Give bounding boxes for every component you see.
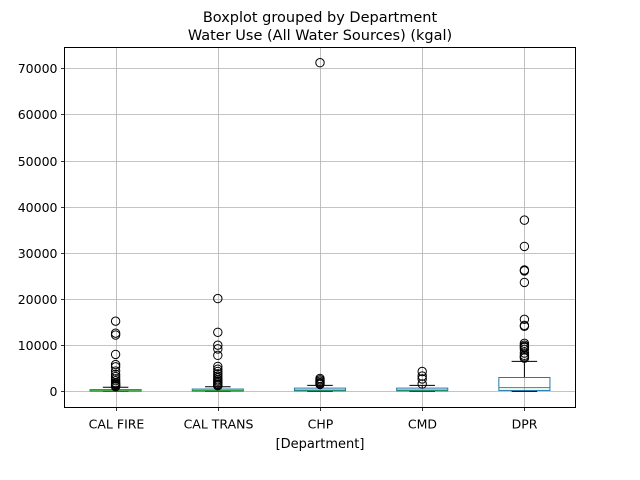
y-tick-label: 30000: [18, 246, 58, 261]
y-tick-label: 0: [50, 384, 58, 399]
tick-layer: 0 10000 20000 30000 40000 50000 60000 70000 CAL …: [18, 61, 538, 432]
outlier-point: [519, 314, 530, 325]
outlier-point: [110, 330, 121, 340]
x-tick-label: CHP: [308, 417, 334, 432]
outlier-point: [213, 381, 223, 391]
outlier-point: [110, 349, 121, 360]
plot-frame: [64, 47, 576, 408]
outlier-point: [417, 366, 427, 377]
outlier-point: [519, 353, 530, 363]
outlier-point: [519, 241, 530, 252]
x-tick-label: CMD: [408, 417, 437, 432]
chart-title: Boxplot grouped by Department: [203, 10, 438, 26]
outlier-point: [110, 382, 121, 392]
outlier-point: [213, 327, 223, 337]
chart-subtitle: Water Use (All Water Sources) (kgal): [188, 28, 452, 44]
outlier-point: [213, 350, 223, 361]
x-axis-label: [Department]: [276, 437, 365, 452]
outlier-point: [213, 340, 223, 350]
y-tick-label: 40000: [18, 200, 58, 215]
outlier-point: [213, 361, 223, 372]
box-group: [191, 293, 244, 392]
box-group: [396, 366, 449, 392]
outlier-point: [110, 362, 121, 372]
outlier-point: [315, 58, 325, 68]
outlier-point: [519, 277, 530, 288]
outlier-point: [315, 379, 325, 390]
grid-layer: [64, 47, 576, 408]
outlier-point: [110, 316, 121, 326]
outlier-point: [519, 266, 530, 276]
box-group: [293, 58, 347, 392]
x-tick-label: CAL TRANS: [184, 417, 254, 432]
y-tick-label: 10000: [18, 338, 58, 353]
y-tick-label: 70000: [18, 61, 58, 76]
box-layer: [89, 58, 551, 392]
outlier-point: [417, 371, 427, 381]
box-group: [498, 215, 551, 392]
box-iqr: [498, 377, 551, 391]
outlier-point: [110, 366, 121, 376]
x-tick-label: CAL FIRE: [89, 417, 145, 432]
outlier-point: [213, 344, 223, 354]
outlier-point: [519, 348, 530, 358]
outlier-point: [417, 379, 427, 389]
y-tick-label: 50000: [18, 154, 58, 169]
outlier-point: [110, 328, 121, 338]
box-group: [89, 316, 142, 392]
y-tick-label: 20000: [18, 292, 58, 307]
outlier-point: [110, 359, 121, 370]
outlier-point: [519, 321, 530, 331]
outlier-point: [417, 374, 427, 384]
y-tick-label: 60000: [18, 107, 58, 122]
outlier-point: [213, 293, 223, 304]
x-tick-label: DPR: [512, 417, 538, 432]
outlier-point: [519, 215, 530, 225]
